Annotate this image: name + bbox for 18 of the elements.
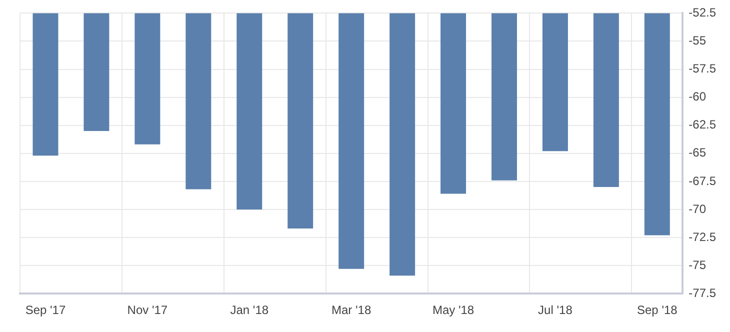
y-tick-label: -52.5 — [688, 6, 716, 20]
x-tick-label: Nov '17 — [127, 303, 168, 318]
y-tick-label: -60 — [688, 90, 706, 104]
y-tick-label: -75 — [688, 258, 706, 272]
x-tick-label: Jul '18 — [538, 303, 573, 318]
y-tick-label: -70 — [688, 202, 706, 216]
x-tick-label: Jan '18 — [230, 303, 269, 318]
y-tick-label: -77.5 — [688, 286, 716, 300]
y-tick-label: -67.5 — [688, 174, 716, 188]
y-tick-label: -65 — [688, 146, 706, 160]
x-tick-label: Sep '17 — [25, 303, 66, 318]
x-tick-label: Sep '18 — [637, 303, 678, 318]
y-tick-label: -55 — [688, 34, 706, 48]
y-tick-label: -62.5 — [688, 118, 716, 132]
x-tick-label: May '18 — [432, 303, 474, 318]
y-tick-label: -57.5 — [688, 62, 716, 76]
y-tick-label: -72.5 — [688, 230, 716, 244]
x-tick-label: Mar '18 — [332, 303, 372, 318]
